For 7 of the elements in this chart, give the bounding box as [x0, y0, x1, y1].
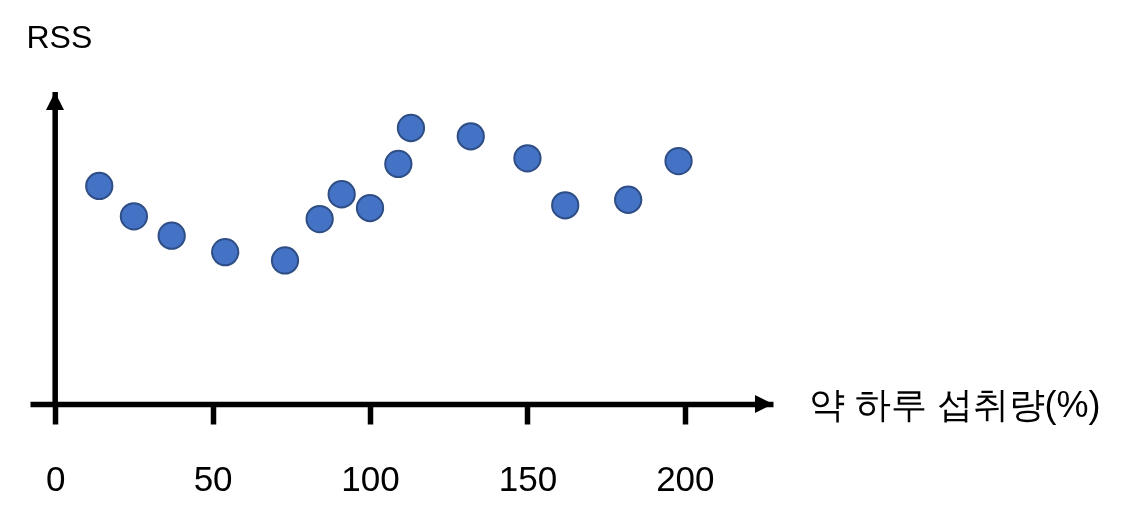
x-tick-label: 100 [341, 458, 400, 498]
y-axis-title: RSS [26, 18, 93, 55]
x-tick-label: 50 [193, 458, 233, 498]
x-axis-title: 약 하루 섭취량(%) [808, 383, 1101, 425]
x-tick-label: 200 [656, 458, 715, 498]
x-tick-label: 150 [498, 458, 558, 498]
x-tick-label: 0 [45, 458, 66, 498]
